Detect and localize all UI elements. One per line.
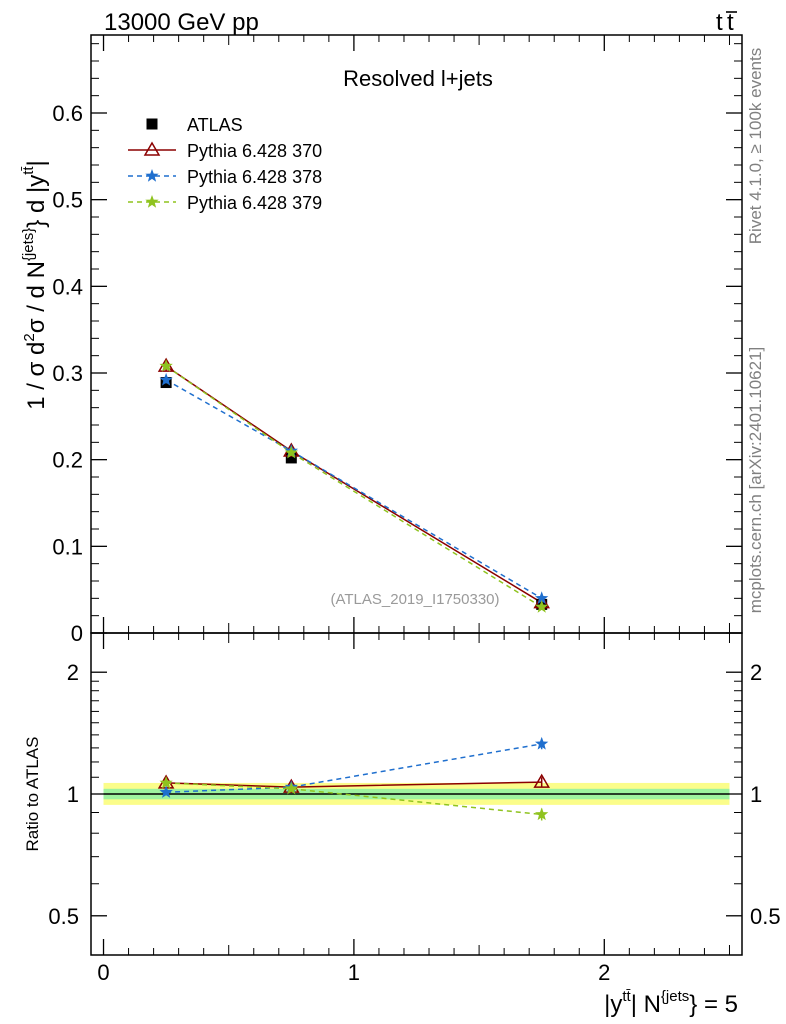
main-y-tick-label: 0.1 — [52, 534, 83, 559]
ratio-y-tick-label-right: 1 — [750, 782, 762, 807]
legend-label: ATLAS — [187, 115, 243, 135]
ylabel-sup1: 2 — [21, 333, 38, 341]
main-series-group — [157, 357, 550, 613]
main-y-tick-label: 0.5 — [52, 188, 83, 213]
legend-marker — [146, 118, 158, 130]
legend-marker — [143, 141, 161, 156]
xlabel-c: } = 5 — [689, 991, 738, 1018]
ylabel-mid2: } d |y — [23, 175, 50, 228]
ratio-data-point — [159, 785, 173, 798]
ratio-y-tick-label-right: 0.5 — [750, 904, 781, 929]
mc-data-point — [535, 591, 549, 604]
header-energy: 13000 GeV pp — [104, 9, 259, 36]
ylabel-sup3: tt̄ — [20, 166, 37, 175]
mc-data-point — [159, 359, 173, 372]
xlabel-b: | N — [631, 991, 661, 1018]
x-axis-label: |ytt̄| N{jets} = 5 — [604, 988, 738, 1018]
header-process-t: t — [716, 9, 723, 36]
main-y-tick-label: 0.2 — [52, 448, 83, 473]
x-axis-ticks: 0 1 2 — [97, 35, 730, 985]
ratio-data-point — [159, 775, 173, 789]
legend-label: Pythia 6.428 370 — [187, 141, 322, 161]
legend-label: Pythia 6.428 378 — [187, 167, 322, 187]
legend: ATLAS Pythia 6.428 370 Pythia 6.428 378 Pyt… — [128, 115, 322, 213]
main-y-axis-label: 1 / σ d2σ / d N{jets}} d |ytt̄| — [20, 160, 50, 410]
main-series-line — [165, 365, 543, 604]
main-y-ticks: 0 0.1 0.2 0.3 0.4 0.5 0.6 — [52, 101, 742, 646]
xlabel-a-sup: tt̄ — [622, 988, 631, 1005]
xlabel-a: |y — [604, 991, 622, 1018]
xlabel-b-sup: {jets — [661, 988, 689, 1005]
ratio-y-tick-label: 1 — [67, 782, 79, 807]
mc-data-point — [535, 600, 549, 613]
plot-title: Resolved l+jets — [343, 66, 493, 91]
ratio-data-point — [535, 736, 549, 750]
rivet-version-label: Rivet 4.1.0, ≥ 100k events — [746, 48, 765, 244]
ylabel-prefix: 1 / σ d — [23, 342, 50, 410]
analysis-watermark: (ATLAS_2019_I1750330) — [330, 591, 499, 608]
legend-label: Pythia 6.428 379 — [187, 193, 322, 213]
x-tick-label: 0 — [97, 960, 109, 985]
mc-data-point — [284, 445, 298, 459]
ratio-y-tick-label: 2 — [67, 660, 79, 685]
mc-data-point — [159, 372, 173, 386]
ratio-y-axis-label: Ratio to ATLAS — [23, 737, 42, 852]
ylabel-mid: σ / d N — [23, 261, 50, 333]
ratio-data-point — [284, 781, 298, 795]
main-series-line — [165, 365, 543, 608]
x-tick-label: 1 — [348, 960, 360, 985]
header-process: t t — [716, 9, 737, 36]
legend-marker — [145, 195, 159, 208]
ratio-uncertainty-bands — [103, 782, 730, 805]
ratio-y-tick-label: 0.5 — [48, 904, 79, 929]
ratio-data-point — [535, 807, 549, 821]
ratio-y-tick-label-right: 2 — [750, 660, 762, 685]
ratio-series-group — [157, 736, 550, 821]
header-process-tbar: t — [727, 9, 734, 36]
ylabel-end: | — [23, 160, 50, 166]
main-minor-ticks — [91, 43, 742, 617]
legend-marker — [145, 169, 159, 182]
ratio-data-point — [533, 773, 550, 788]
mcplots-label: mcplots.cern.ch [arXiv:2401.10621] — [746, 347, 765, 613]
main-series-line — [165, 379, 543, 599]
main-y-tick-label: 0 — [71, 621, 83, 646]
main-y-tick-label: 0.6 — [52, 101, 83, 126]
x-tick-label: 2 — [598, 960, 610, 985]
ylabel-sup2: {jets} — [20, 228, 37, 261]
main-y-tick-label: 0.3 — [52, 361, 83, 386]
atlas-data-point — [285, 452, 297, 464]
main-y-tick-label: 0.4 — [52, 274, 83, 299]
